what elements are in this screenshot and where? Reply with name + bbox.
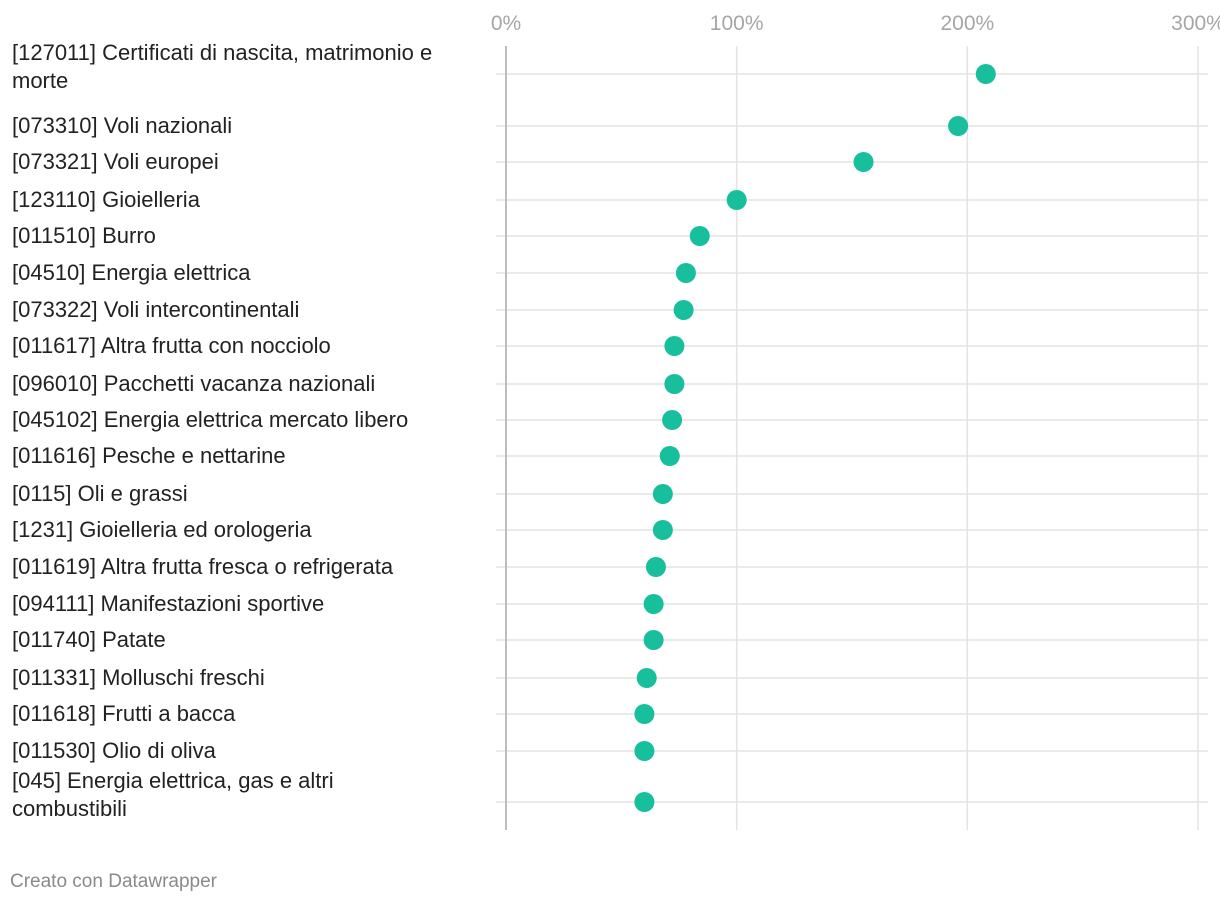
- category-label: [011619] Altra frutta fresca o refrigera…: [12, 554, 394, 579]
- data-point[interactable]: [726, 190, 747, 210]
- dot-plot-chart: 0% 100% 200% 300% [127011] Certificati di na…: [12, 12, 1220, 830]
- category-label: [011331] Molluschi freschi: [12, 665, 265, 690]
- data-point[interactable]: [634, 704, 655, 724]
- category-label: combustibili: [12, 796, 127, 821]
- data-point[interactable]: [664, 374, 685, 394]
- data-point[interactable]: [853, 152, 874, 172]
- data-point[interactable]: [662, 410, 683, 430]
- category-label: [011616] Pesche e nettarine: [12, 443, 286, 468]
- data-point[interactable]: [689, 226, 710, 246]
- data-point[interactable]: [643, 630, 664, 650]
- data-point[interactable]: [634, 792, 655, 812]
- data-point[interactable]: [659, 446, 680, 466]
- category-label: [094111] Manifestazioni sportive: [12, 591, 324, 616]
- data-point[interactable]: [652, 484, 673, 504]
- category-label: [011617] Altra frutta con nocciolo: [12, 333, 331, 358]
- category-label: [123110] Gioielleria: [12, 187, 201, 212]
- data-point[interactable]: [673, 300, 694, 320]
- category-label: [0115] Oli e grassi: [12, 481, 188, 506]
- category-label: [011510] Burro: [12, 223, 156, 248]
- data-point[interactable]: [643, 594, 664, 614]
- data-point[interactable]: [664, 336, 685, 356]
- category-label: morte: [12, 68, 68, 93]
- category-label: [073321] Voli europei: [12, 149, 219, 174]
- category-label: [1231] Gioielleria ed orologeria: [12, 517, 312, 542]
- data-point[interactable]: [652, 520, 673, 540]
- category-label: [096010] Pacchetti vacanza nazionali: [12, 371, 375, 396]
- x-tick-label: 200%: [940, 12, 994, 35]
- data-point[interactable]: [636, 668, 657, 688]
- data-point[interactable]: [975, 64, 996, 84]
- category-label: [127011] Certificati di nascita, matrimo…: [12, 40, 432, 65]
- category-label: [011740] Patate: [12, 627, 166, 652]
- category-label: [045] Energia elettrica, gas e altri: [12, 768, 334, 793]
- category-label: [073310] Voli nazionali: [12, 113, 232, 138]
- category-label: [011530] Olio di oliva: [12, 738, 217, 763]
- category-label: [011618] Frutti a bacca: [12, 701, 236, 726]
- category-label: [045102] Energia elettrica mercato liber…: [12, 407, 408, 432]
- datawrapper-credit[interactable]: Creato con Datawrapper: [10, 871, 217, 892]
- x-tick-label: 0%: [491, 12, 521, 35]
- category-label: [073322] Voli intercontinentali: [12, 297, 299, 322]
- data-point[interactable]: [645, 557, 666, 577]
- data-point[interactable]: [675, 263, 696, 283]
- x-tick-label: 300%: [1171, 12, 1220, 35]
- data-point[interactable]: [634, 741, 655, 761]
- data-point[interactable]: [948, 116, 969, 136]
- category-label: [04510] Energia elettrica: [12, 260, 251, 285]
- x-tick-label: 100%: [710, 12, 764, 35]
